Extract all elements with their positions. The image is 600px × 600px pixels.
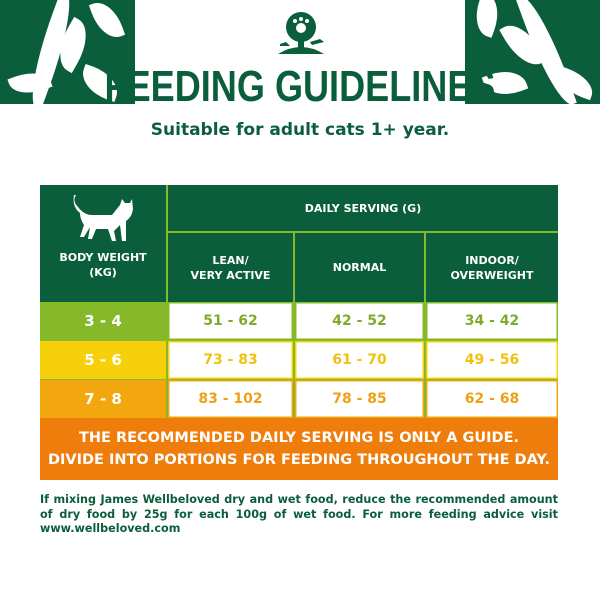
- serving-value-cell: 51 - 62: [168, 302, 293, 340]
- guide-note-banner: THE RECOMMENDED DAILY SERVING IS ONLY A …: [40, 418, 558, 480]
- serving-value-cell: 83 - 102: [168, 380, 293, 418]
- footnote: If mixing James Wellbeloved dry and wet …: [40, 493, 558, 535]
- guide-note-line: DIVIDE INTO PORTIONS FOR FEEDING THROUGH…: [47, 452, 551, 468]
- serving-value-cell: 34 - 42: [426, 302, 558, 340]
- serving-value-cell: 49 - 56: [426, 341, 558, 379]
- body-weight-header: BODY WEIGHT (KG): [40, 185, 166, 302]
- feeding-table: BODY WEIGHT (KG) DAILY SERVING (G) LEAN/…: [40, 185, 558, 480]
- weight-cell: 5 - 6: [40, 341, 166, 379]
- column-header-line: LEAN/: [212, 253, 249, 267]
- guide-note-line: THE RECOMMENDED DAILY SERVING IS ONLY A …: [78, 430, 519, 446]
- column-header-line: OVERWEIGHT: [450, 268, 534, 282]
- leaf-banner-right: [465, 0, 600, 104]
- serving-value-cell: 78 - 85: [295, 380, 424, 418]
- brand-logo-icon: [278, 12, 324, 54]
- column-header-indoor: INDOOR/ OVERWEIGHT: [426, 233, 558, 302]
- column-header-lean: LEAN/ VERY ACTIVE: [168, 233, 293, 302]
- column-header-line: NORMAL: [332, 261, 387, 274]
- leaf-banner-left: [0, 0, 135, 104]
- serving-value-cell: 73 - 83: [168, 341, 293, 379]
- cat-icon: [73, 195, 133, 241]
- daily-serving-header: DAILY SERVING (G): [168, 185, 558, 231]
- column-header-normal: NORMAL: [295, 233, 424, 302]
- body-weight-header-line2: (KG): [89, 266, 117, 279]
- serving-value-cell: 61 - 70: [295, 341, 424, 379]
- weight-cell: 7 - 8: [40, 380, 166, 418]
- column-header-line: VERY ACTIVE: [190, 268, 271, 282]
- body-weight-header-line1: BODY WEIGHT: [59, 251, 147, 264]
- serving-value-cell: 42 - 52: [295, 302, 424, 340]
- column-header-line: INDOOR/: [465, 253, 519, 267]
- serving-value-cell: 62 - 68: [426, 380, 558, 418]
- page-subtitle: Suitable for adult cats 1+ year.: [150, 120, 450, 140]
- weight-cell: 3 - 4: [40, 302, 166, 340]
- page-title: FEEDING GUIDELINES: [104, 62, 496, 111]
